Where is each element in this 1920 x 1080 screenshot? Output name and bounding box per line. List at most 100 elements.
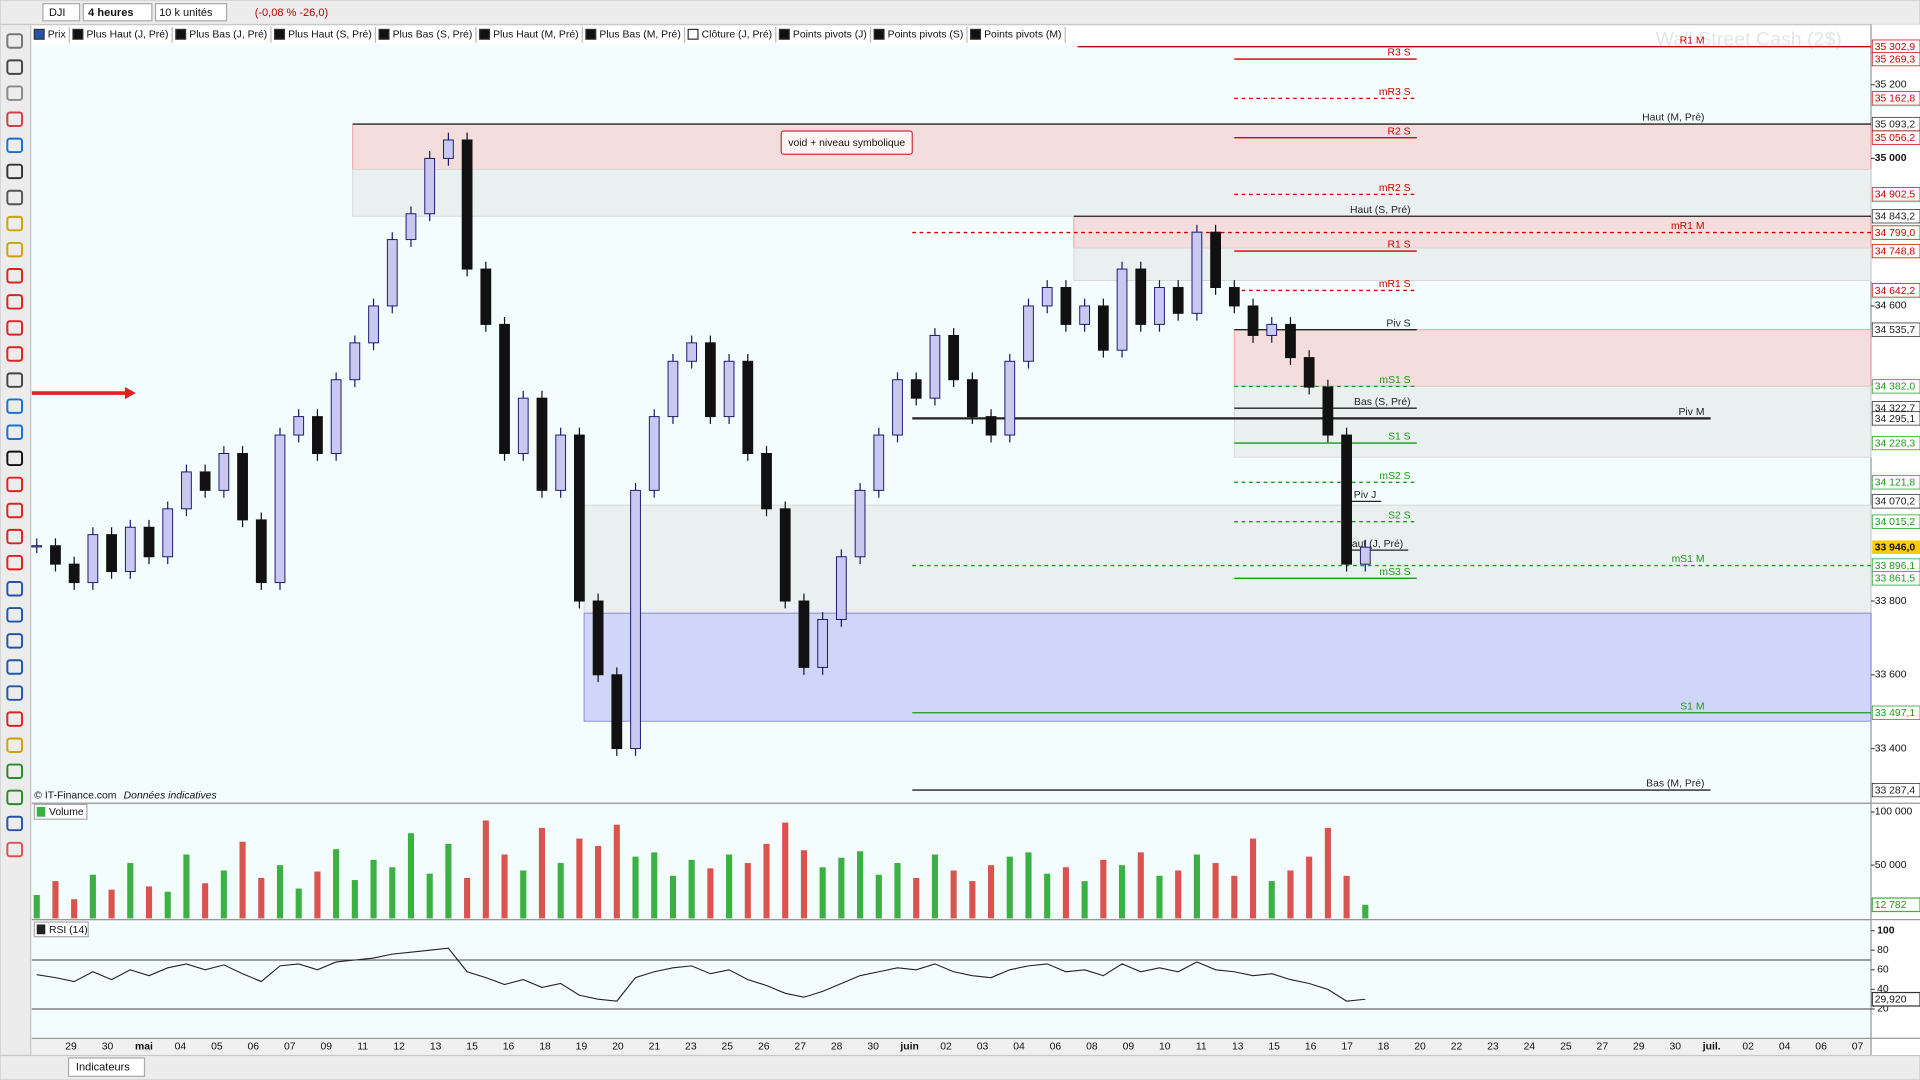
tool-icon[interactable] <box>6 424 24 440</box>
tool-icon[interactable] <box>6 815 24 832</box>
tool-icon[interactable] <box>6 685 24 701</box>
tool-icon[interactable] <box>6 841 24 858</box>
legend-entry[interactable]: Plus Bas (S, Pré) <box>393 30 473 41</box>
candle <box>106 534 117 573</box>
volume-bar <box>52 881 59 919</box>
volume-bar <box>1343 875 1350 919</box>
tool-icon[interactable] <box>6 111 24 127</box>
volume-bar <box>351 880 358 919</box>
volume-bar <box>1062 867 1069 919</box>
volume-bar <box>651 852 658 919</box>
candle <box>1004 360 1016 436</box>
legend-entry[interactable]: Plus Haut (J, Pré) <box>86 30 168 41</box>
symbol: DJI <box>49 7 66 19</box>
level-tag-label: 33 896,1 <box>1875 561 1916 572</box>
tool-icon[interactable] <box>6 163 24 180</box>
level-tag <box>1871 283 1920 298</box>
tool-icon[interactable] <box>6 33 24 49</box>
candle <box>1341 434 1352 565</box>
tool-icon[interactable] <box>6 633 24 649</box>
volume-tag[interactable] <box>33 803 88 820</box>
candle <box>1247 305 1259 336</box>
legend-entry[interactable]: Points pivots (M) <box>984 30 1061 41</box>
legend-entry[interactable]: Points pivots (J) <box>793 30 867 41</box>
annotation: void + niveau symbolique <box>788 138 905 149</box>
legend-entry[interactable]: Plus Bas (J, Pré) <box>189 30 267 41</box>
legend-entry[interactable]: Plus Bas (M, Pré) <box>599 30 680 41</box>
tool-icon[interactable] <box>6 320 24 336</box>
level-tag <box>1871 782 1920 798</box>
candle <box>1359 546 1371 565</box>
x-tick-label: 02 <box>1742 1042 1754 1053</box>
legend-entry[interactable]: Plus Haut (S, Pré) <box>288 30 372 41</box>
tool-icon[interactable] <box>6 737 24 753</box>
tool-icon[interactable] <box>6 294 24 310</box>
period-select[interactable] <box>82 3 153 22</box>
tool-icon[interactable] <box>6 189 24 206</box>
tool-icon[interactable] <box>6 241 24 258</box>
level-name: R3 S <box>1388 48 1411 59</box>
rsi-tag[interactable] <box>33 921 89 938</box>
y-tick-label: 33 600 <box>1875 670 1907 681</box>
tool-icon[interactable] <box>6 528 24 545</box>
plot: R1 M R3 S mR3 S Haut (M, Pré) R2 S mR2 S Haut … <box>31 35 1872 1010</box>
units-select[interactable] <box>154 3 228 22</box>
x-tick-label: 13 <box>430 1042 442 1053</box>
level-tag-label: 34 295,1 <box>1875 414 1916 425</box>
volume-bar <box>145 886 153 919</box>
candle <box>1172 287 1184 314</box>
last-price-label: 33 946,0 <box>1875 543 1916 554</box>
tool-icon[interactable] <box>6 137 24 154</box>
x-tick-label: 24 <box>1524 1042 1536 1053</box>
symbol-select[interactable] <box>42 3 81 22</box>
arrow-drawing[interactable] <box>31 386 136 400</box>
candle <box>873 434 885 491</box>
tool-icon[interactable] <box>6 398 24 414</box>
tool-icon[interactable] <box>6 59 24 75</box>
tool-icons <box>6 33 24 858</box>
level-name: Haut (M, Pré) <box>1642 113 1704 124</box>
tool-icon[interactable] <box>6 711 24 727</box>
tool-icon[interactable] <box>6 476 24 493</box>
legend-swatch <box>970 28 982 40</box>
x-tick-label: 16 <box>1305 1042 1317 1053</box>
tool-icon[interactable] <box>6 372 24 388</box>
zone <box>352 123 1872 170</box>
candle <box>31 545 43 548</box>
tool-icon[interactable] <box>6 85 24 101</box>
annotation-box[interactable] <box>780 130 913 155</box>
x-tick-label: juin <box>899 1042 918 1053</box>
x-tick-label: 05 <box>211 1042 223 1053</box>
tool-icon[interactable] <box>6 450 24 467</box>
level-tag <box>1871 91 1920 106</box>
legend-entry[interactable]: Points pivots (S) <box>888 30 964 41</box>
tool-icon[interactable] <box>6 502 24 519</box>
x-tick-label: 04 <box>175 1042 187 1053</box>
tool-icon[interactable] <box>6 346 24 362</box>
candle <box>779 508 791 602</box>
legend-entry[interactable]: Plus Haut (M, Pré) <box>493 30 578 41</box>
volume-bar <box>389 867 396 919</box>
volume-bar <box>1231 875 1238 919</box>
indicators-button[interactable] <box>67 1057 146 1077</box>
zone <box>1073 247 1872 281</box>
tool-icon[interactable] <box>6 215 24 232</box>
tool-icon[interactable] <box>6 789 24 806</box>
legend-swatch <box>72 28 84 40</box>
tool-icon[interactable] <box>6 554 24 571</box>
x-tick-label: 26 <box>758 1042 770 1053</box>
tool-icon[interactable] <box>6 268 24 284</box>
volume-bar <box>613 824 620 919</box>
candle <box>368 305 379 344</box>
tool-icon[interactable] <box>6 607 24 623</box>
candle <box>424 157 436 215</box>
volume-bar <box>464 877 471 919</box>
volume-bar <box>557 863 564 919</box>
volume-bar <box>950 870 957 919</box>
tool-icon[interactable] <box>6 659 24 675</box>
tool-icon[interactable] <box>6 581 24 597</box>
candle <box>218 453 230 491</box>
legend-entry[interactable]: Prix <box>48 30 67 41</box>
tool-icon[interactable] <box>6 763 24 780</box>
legend-entry[interactable]: Clôture (J, Pré) <box>702 30 772 41</box>
